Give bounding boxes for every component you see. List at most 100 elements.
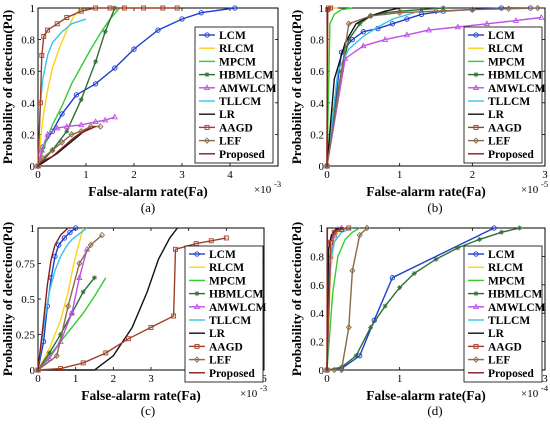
series-lcm-marker bbox=[389, 275, 396, 281]
y-tick-label: 0.8 bbox=[310, 35, 324, 47]
y-tick-label: 0.4 bbox=[21, 98, 35, 110]
legend-aagd-marker bbox=[194, 343, 200, 349]
x-tick-label: 0 bbox=[324, 169, 330, 181]
x-multiplier: ×10 bbox=[240, 388, 258, 400]
legend-lef-marker bbox=[203, 137, 211, 144]
x-tick-label: 1 bbox=[83, 169, 89, 181]
legend-lcm-marker bbox=[473, 32, 479, 38]
legend-label-lr: LR bbox=[488, 109, 505, 121]
series-hbmlcm-marker bbox=[382, 10, 388, 16]
series-proposed bbox=[37, 227, 69, 371]
legend-label-mpcm: MPCM bbox=[488, 275, 525, 287]
x-tick-label: 0 bbox=[35, 373, 41, 385]
series-aagd-marker bbox=[37, 100, 43, 106]
series-amwlcm-marker bbox=[403, 31, 411, 38]
series-hbmlcm-marker bbox=[78, 97, 84, 103]
series-aagd-marker bbox=[141, 5, 147, 11]
series-lef-marker bbox=[432, 7, 440, 15]
series-lef-marker bbox=[345, 20, 352, 28]
x-axis-label: False-alarm rate(Fa) bbox=[81, 388, 201, 403]
series-lcm-marker bbox=[389, 21, 396, 27]
legend-aagd-marker bbox=[473, 124, 479, 130]
series-lcm-marker bbox=[131, 46, 137, 52]
series-lef-marker bbox=[65, 302, 72, 310]
legend-label-lcm: LCM bbox=[488, 30, 515, 42]
series-amwlcm-marker bbox=[76, 274, 83, 280]
series-aagd-marker bbox=[125, 336, 131, 342]
series-hbmlcm-marker bbox=[517, 225, 523, 231]
series-line-amwlcm bbox=[37, 116, 116, 167]
series-amwlcm-marker bbox=[57, 338, 64, 344]
series-aagd bbox=[35, 235, 229, 373]
series-line-proposed bbox=[37, 125, 96, 167]
series-line-aagd bbox=[37, 237, 227, 371]
series-rlcm bbox=[37, 227, 84, 371]
series-lef-marker bbox=[356, 231, 363, 239]
series-amwlcm bbox=[34, 113, 118, 169]
legend-aagd-marker bbox=[473, 343, 479, 349]
legend-label-lcm: LCM bbox=[219, 30, 246, 42]
y-tick-label: 1 bbox=[319, 223, 325, 235]
series-lef-marker bbox=[363, 224, 370, 232]
series-aagd-marker bbox=[78, 8, 84, 14]
series-line-aagd bbox=[37, 7, 178, 167]
series-lcm-marker bbox=[59, 111, 65, 117]
series-hbmlcm-marker bbox=[80, 289, 86, 295]
series-line-mpcm bbox=[326, 227, 361, 371]
series-lef-marker bbox=[349, 267, 356, 274]
y-tick-label: 1 bbox=[319, 3, 325, 15]
y-tick-label: 0.2 bbox=[310, 129, 324, 141]
series-aagd-marker bbox=[58, 366, 64, 372]
series-aagd-marker bbox=[160, 5, 166, 11]
y-axis-label: Probability of detection(Pd) bbox=[289, 10, 304, 164]
series-proposed bbox=[37, 125, 96, 167]
series-line-tllcm bbox=[37, 227, 88, 371]
legend-lcm-marker bbox=[473, 251, 479, 257]
legend-label-aagd: AAGD bbox=[488, 341, 522, 353]
series-lcm-marker bbox=[56, 242, 62, 248]
series-amwlcm-marker bbox=[63, 122, 70, 129]
series-line-lr bbox=[326, 7, 400, 167]
x-tick-label: 3 bbox=[542, 169, 548, 181]
series-hbmlcm-marker bbox=[433, 256, 439, 262]
legend-lcm-marker bbox=[194, 251, 200, 257]
x-axis-label: False-alarm rate(Fa) bbox=[366, 388, 486, 403]
series-line-tllcm bbox=[326, 12, 415, 167]
y-tick-label: 0.6 bbox=[310, 280, 324, 292]
series-lef bbox=[34, 231, 106, 374]
series-proposed bbox=[326, 7, 329, 167]
y-axis-label: Probability of detection(Pd) bbox=[289, 222, 304, 376]
legend-hbmlcm-marker bbox=[473, 291, 479, 297]
x-multiplier: ×10 bbox=[521, 388, 539, 400]
legend-label-lef: LEF bbox=[209, 355, 231, 367]
series-aagd-marker bbox=[173, 246, 178, 252]
legend-label-proposed: Proposed bbox=[488, 149, 534, 161]
series-line-mpcm bbox=[326, 7, 353, 167]
legend-label-lef: LEF bbox=[488, 136, 510, 148]
series-rlcm bbox=[37, 7, 82, 167]
legend-label-mpcm: MPCM bbox=[488, 56, 525, 68]
x-tick-label: 0 bbox=[35, 169, 41, 181]
series-lcm-marker bbox=[232, 5, 238, 11]
series-amwlcm-marker bbox=[111, 113, 118, 120]
series-hbmlcm-marker bbox=[397, 285, 403, 291]
panel-caption: (d) bbox=[427, 403, 442, 418]
y-tick-label: 0 bbox=[319, 365, 325, 377]
series-lef-marker bbox=[99, 231, 106, 239]
series-hbmlcm-marker bbox=[357, 21, 363, 27]
series-hbmlcm-marker bbox=[92, 275, 97, 281]
series-hbmlcm-marker bbox=[102, 29, 108, 35]
series-line-hbmlcm bbox=[37, 277, 96, 371]
legend-lef-marker bbox=[472, 137, 480, 144]
series-lcm-marker bbox=[360, 29, 366, 35]
series-amwlcm-marker bbox=[454, 23, 461, 30]
y-tick-label: 0.75 bbox=[16, 259, 36, 271]
series-lcm-marker bbox=[73, 225, 79, 231]
series-aagd-marker bbox=[64, 15, 70, 20]
series-line-lr bbox=[38, 227, 178, 371]
chart-panel-4: 012300.20.40.60.81LCMRLCMMPCMHBMLCMAMWLC… bbox=[289, 222, 549, 418]
series-hbmlcm-marker bbox=[64, 128, 70, 134]
x-tick-label: 2 bbox=[131, 169, 137, 181]
series-line-hbmlcm bbox=[326, 227, 520, 371]
series-aagd-marker bbox=[346, 225, 352, 231]
